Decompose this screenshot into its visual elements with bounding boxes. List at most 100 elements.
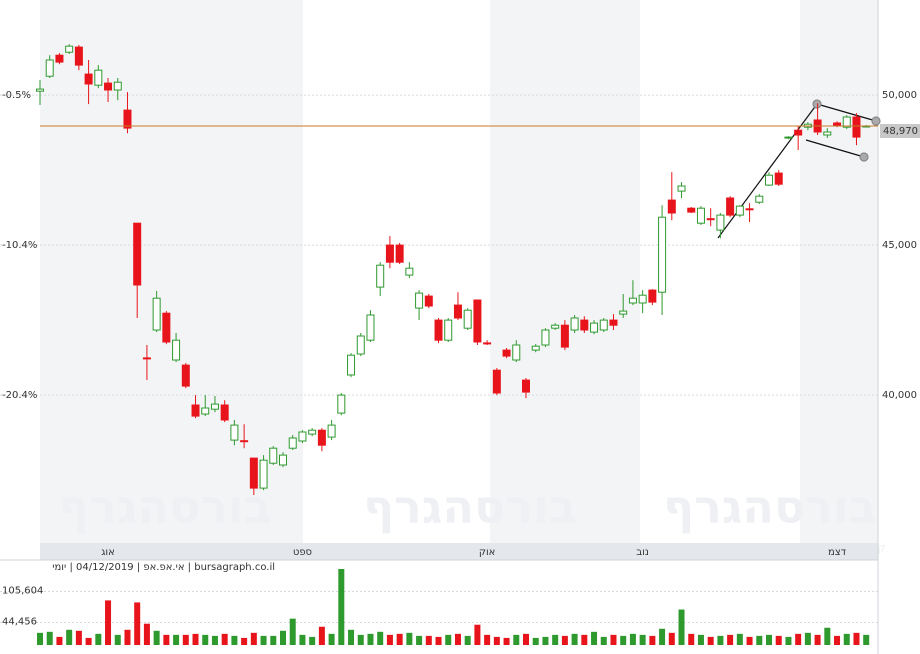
volume-bar — [697, 634, 704, 645]
candle-body — [453, 304, 462, 319]
month-bands — [40, 0, 878, 543]
candle-body — [269, 447, 278, 464]
volume-bar — [377, 631, 384, 645]
candle-body — [133, 222, 142, 286]
volume-bar — [552, 634, 559, 645]
x-tick-label: דצמ — [828, 547, 847, 558]
candle-body — [356, 335, 365, 355]
volume-bar — [766, 634, 772, 645]
candle-body — [45, 59, 54, 77]
candle-body — [424, 295, 433, 307]
volume-bar — [843, 633, 850, 645]
candle-body — [123, 109, 132, 129]
volume-bar — [610, 634, 617, 645]
volume-bar — [416, 635, 423, 645]
volume-bar — [289, 618, 296, 645]
candle-body — [619, 310, 628, 315]
trend-drawing — [717, 99, 881, 239]
candle-body — [327, 424, 336, 438]
candle-body — [259, 459, 268, 489]
y-tick-label: 50,000 — [882, 90, 917, 101]
volume-bar — [202, 634, 209, 645]
volume-bar — [474, 624, 481, 645]
y-pct-label: -10.4% — [2, 240, 37, 251]
volume-bar — [688, 633, 695, 645]
candle-body — [765, 174, 773, 186]
candle-body — [94, 69, 103, 86]
volume-bar — [114, 634, 121, 645]
volume-bar — [241, 637, 248, 645]
candle-body — [599, 319, 608, 331]
y-pct-label: -0.5% — [2, 90, 31, 101]
volume-bar — [853, 632, 860, 645]
volume-bar — [396, 633, 403, 645]
volume-bar — [464, 635, 471, 645]
volume-bar — [357, 634, 364, 645]
volume-bar — [105, 600, 112, 645]
volume-bar — [659, 628, 666, 645]
volume-bar — [318, 626, 325, 645]
volume-bar — [270, 635, 277, 645]
candle-body — [823, 131, 832, 136]
x-tick-label: אוק — [479, 547, 496, 558]
candle-body — [774, 172, 783, 185]
volume-bar — [46, 631, 53, 645]
candle-body — [541, 329, 550, 346]
candle-body — [113, 81, 122, 91]
candle-body — [74, 46, 83, 66]
y-pct-label: -20.4% — [2, 390, 37, 401]
volume-bar — [221, 633, 228, 645]
candle-body — [434, 319, 443, 341]
candle-body — [638, 294, 647, 304]
candle-body — [181, 364, 190, 387]
candle-body — [512, 344, 521, 361]
volume-bar — [153, 630, 160, 645]
volume-bar — [367, 633, 374, 645]
candle-body — [385, 244, 394, 263]
volume-bar — [629, 633, 636, 645]
volume-bar — [124, 629, 131, 645]
candle-body — [444, 319, 453, 341]
volume-bar — [309, 636, 316, 645]
volume-bar — [95, 633, 102, 645]
candle-body — [36, 88, 44, 92]
volume-bar — [386, 634, 393, 645]
volume-bar — [727, 634, 734, 645]
info-line: bursagraph.co.il | אי.אפ.אפ | 04/12/2019… — [52, 562, 275, 573]
volume-bar — [746, 636, 753, 645]
volume-bar — [134, 602, 141, 645]
volume-bar — [785, 636, 792, 645]
volume-bar — [75, 630, 82, 645]
candle-body — [142, 357, 151, 360]
volume-bar — [211, 635, 218, 645]
candle-body — [590, 322, 599, 333]
x-tick-label: ספט — [293, 547, 312, 558]
y-tick-label: 45,000 — [882, 240, 917, 251]
volume-bar — [484, 634, 491, 645]
volume-bar — [523, 633, 529, 645]
volume-bar — [834, 635, 841, 645]
candle-body — [230, 424, 239, 441]
volume-bar — [143, 623, 150, 645]
date-bar — [40, 543, 878, 560]
volume-bar — [163, 634, 170, 645]
volume-bar — [649, 635, 656, 645]
volume-bar — [532, 637, 539, 645]
volume-bar — [66, 629, 73, 645]
candle-body — [726, 197, 735, 216]
candle-body — [162, 312, 171, 343]
candle-body — [298, 431, 307, 442]
candle-body — [210, 403, 219, 410]
x-tick-label: אוג — [101, 547, 115, 558]
volume-bar — [445, 634, 452, 645]
volume-bar — [435, 636, 442, 645]
volume-bar — [503, 637, 510, 645]
candle-body — [570, 317, 579, 331]
candle-body — [415, 292, 424, 309]
volume-bar — [561, 635, 568, 645]
watermark: בורסהגרף — [363, 480, 577, 534]
candle-body — [473, 299, 482, 343]
candle-body — [337, 394, 346, 414]
volume-bar — [260, 635, 267, 645]
